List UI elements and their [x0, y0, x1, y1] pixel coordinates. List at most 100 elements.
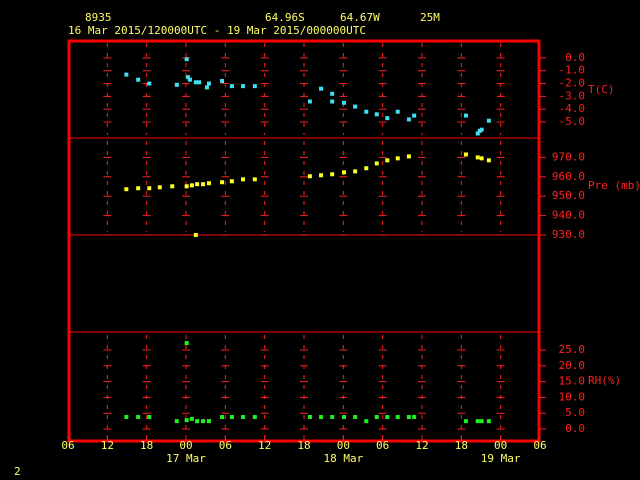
y-tick-label: 15.0	[559, 375, 586, 388]
data-point	[341, 100, 346, 105]
x-tick-label: 06	[376, 439, 389, 452]
data-point	[124, 187, 129, 192]
data-point	[204, 85, 209, 90]
data-point	[395, 415, 400, 420]
data-point	[385, 116, 390, 121]
page-number: 2	[14, 465, 21, 478]
data-point	[406, 415, 411, 420]
data-point	[229, 415, 234, 420]
period: 16 Mar 2015/120000UTC - 19 Mar 2015/0000…	[68, 24, 366, 37]
data-point	[364, 419, 369, 424]
data-point	[463, 152, 468, 157]
y-tick-label: -5.0	[559, 115, 586, 128]
data-point	[206, 181, 211, 186]
data-point	[201, 419, 206, 424]
date-label: 17 Mar	[166, 452, 206, 465]
data-point	[341, 170, 346, 175]
data-point	[187, 77, 192, 82]
data-point	[307, 415, 312, 420]
x-tick-label: 18	[140, 439, 153, 452]
data-point	[319, 173, 324, 178]
data-point	[193, 233, 198, 237]
data-point	[475, 131, 480, 136]
data-point	[229, 84, 234, 89]
y-tick-label: 960.0	[552, 170, 585, 183]
data-point	[184, 418, 189, 423]
data-point	[195, 419, 200, 424]
y-tick-label: -4.0	[559, 102, 586, 115]
data-point	[374, 415, 379, 420]
data-point	[353, 104, 358, 109]
data-point	[157, 185, 162, 190]
data-point	[229, 179, 234, 184]
data-point	[463, 113, 468, 118]
data-point	[220, 78, 225, 83]
x-tick-label: 12	[415, 439, 428, 452]
data-point	[486, 158, 491, 163]
data-point	[353, 415, 358, 420]
data-point	[184, 341, 189, 346]
y-tick-label: -1.0	[559, 64, 586, 77]
data-point	[374, 112, 379, 117]
data-point	[307, 174, 312, 179]
data-point	[241, 415, 246, 420]
data-point	[147, 415, 152, 420]
data-point	[479, 127, 484, 132]
data-point	[193, 80, 198, 85]
data-point	[185, 75, 190, 80]
x-tick-label: 12	[101, 439, 114, 452]
y-tick-label: 930.0	[552, 228, 585, 241]
data-point	[364, 166, 369, 171]
data-point	[479, 156, 484, 161]
data-point	[395, 109, 400, 114]
y-tick-label: 25.0	[559, 343, 586, 356]
data-point	[330, 91, 335, 96]
data-point	[385, 158, 390, 163]
data-point	[124, 72, 129, 77]
y-tick-label: 20.0	[559, 359, 586, 372]
data-point	[136, 415, 141, 420]
data-point	[136, 186, 141, 191]
elevation: 25M	[420, 11, 440, 24]
data-point	[124, 415, 129, 420]
data-point	[307, 99, 312, 104]
y-tick-label: -2.0	[559, 77, 586, 90]
data-point	[252, 177, 257, 182]
data-point	[189, 183, 194, 188]
x-tick-label: 06	[219, 439, 232, 452]
x-tick-label: 00	[494, 439, 507, 452]
data-point	[147, 81, 152, 86]
data-point	[395, 156, 400, 161]
latitude: 64.96S	[265, 11, 305, 24]
data-point	[486, 419, 491, 424]
x-tick-label: 18	[455, 439, 468, 452]
y-axis-title: RH(%)	[588, 374, 621, 387]
data-point	[220, 415, 225, 420]
data-point	[184, 57, 189, 62]
data-point	[241, 84, 246, 89]
data-point	[220, 180, 225, 185]
data-point	[241, 177, 246, 182]
data-point	[406, 154, 411, 159]
y-tick-label: 10.0	[559, 390, 586, 403]
station-id: 8935	[85, 11, 112, 24]
y-tick-label: 940.0	[552, 209, 585, 222]
data-point	[147, 186, 152, 191]
data-point	[195, 182, 200, 187]
data-point	[197, 80, 202, 85]
data-point	[463, 419, 468, 424]
data-point	[319, 86, 324, 91]
data-point	[184, 184, 189, 189]
y-axis-title: Pre (mb)	[588, 179, 640, 192]
data-point	[374, 161, 379, 166]
data-point	[341, 415, 346, 420]
data-point	[174, 82, 179, 87]
data-point	[330, 99, 335, 104]
x-tick-label: 00	[179, 439, 192, 452]
data-point	[206, 419, 211, 424]
data-point	[479, 419, 484, 424]
data-point	[330, 415, 335, 420]
data-point	[170, 184, 175, 189]
date-label: 18 Mar	[323, 452, 363, 465]
